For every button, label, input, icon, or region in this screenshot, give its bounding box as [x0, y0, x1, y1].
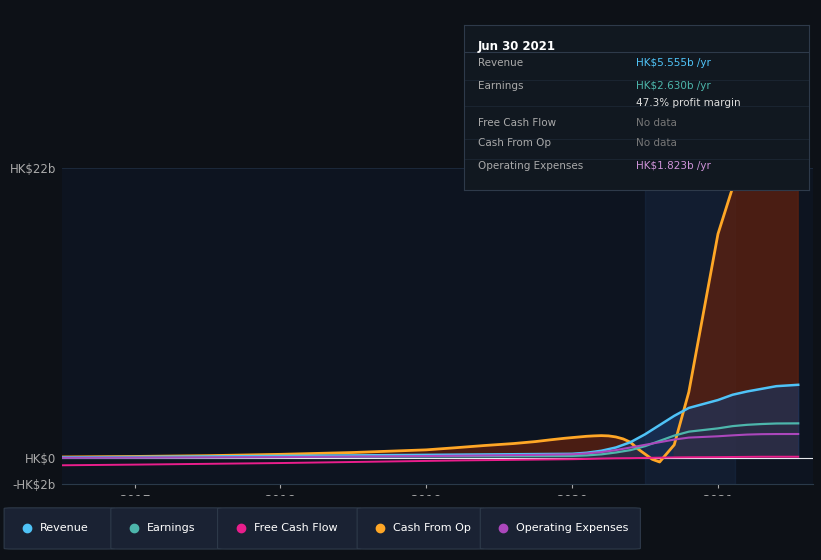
- Text: Operating Expenses: Operating Expenses: [516, 523, 629, 533]
- Text: Earnings: Earnings: [478, 81, 523, 91]
- Text: HK$1.823b /yr: HK$1.823b /yr: [636, 161, 711, 171]
- Text: No data: No data: [636, 118, 677, 128]
- Text: Cash From Op: Cash From Op: [393, 523, 471, 533]
- FancyBboxPatch shape: [218, 508, 361, 549]
- Bar: [645, 168, 736, 484]
- Text: Free Cash Flow: Free Cash Flow: [478, 118, 556, 128]
- FancyBboxPatch shape: [357, 508, 484, 549]
- Text: Cash From Op: Cash From Op: [478, 138, 551, 147]
- Text: No data: No data: [636, 138, 677, 147]
- Text: Revenue: Revenue: [478, 58, 523, 68]
- FancyBboxPatch shape: [111, 508, 222, 549]
- Text: 47.3% profit margin: 47.3% profit margin: [636, 98, 741, 108]
- Text: Revenue: Revenue: [40, 523, 89, 533]
- Text: Earnings: Earnings: [147, 523, 195, 533]
- Text: HK$5.555b /yr: HK$5.555b /yr: [636, 58, 711, 68]
- FancyBboxPatch shape: [480, 508, 640, 549]
- Text: Free Cash Flow: Free Cash Flow: [254, 523, 337, 533]
- Text: HK$2.630b /yr: HK$2.630b /yr: [636, 81, 711, 91]
- Text: Jun 30 2021: Jun 30 2021: [478, 40, 556, 53]
- Text: Operating Expenses: Operating Expenses: [478, 161, 583, 171]
- FancyBboxPatch shape: [4, 508, 115, 549]
